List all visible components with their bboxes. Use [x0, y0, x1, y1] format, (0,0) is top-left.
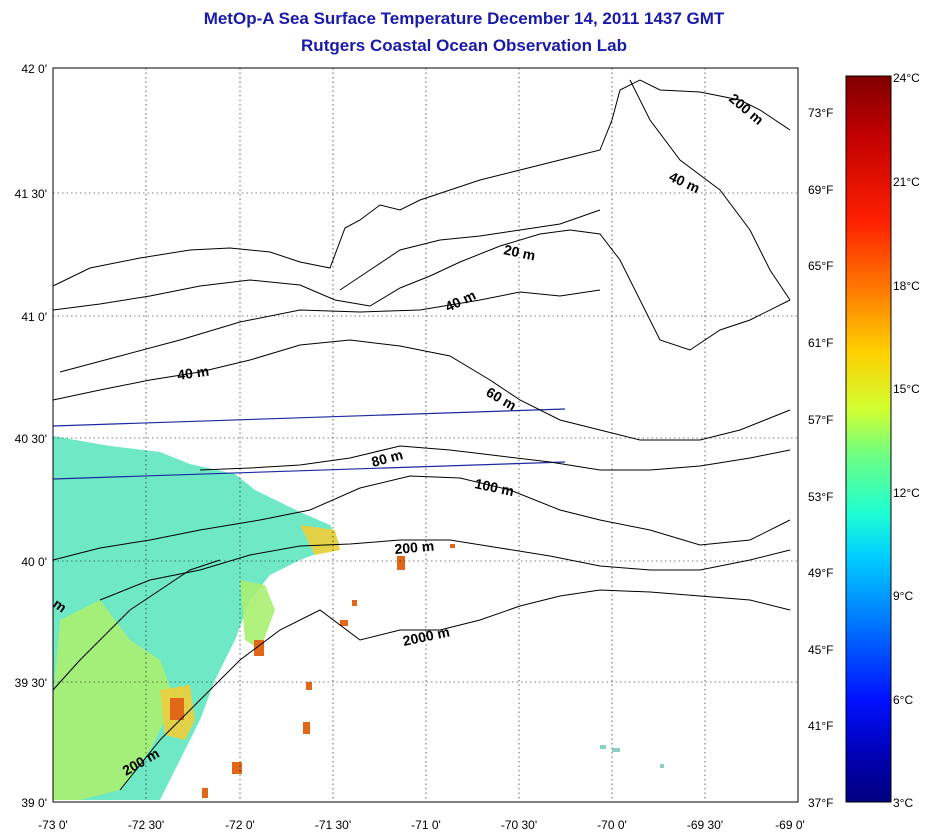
sst-field	[53, 436, 664, 800]
fahrenheit-tick-label: 65°F	[808, 259, 833, 273]
grid-lines	[53, 68, 798, 802]
contour-2000m	[119, 589, 791, 791]
lat-tick-label: 39 30'	[15, 676, 47, 690]
contour-label-20m: 20 m	[502, 241, 537, 263]
lon-tick-label: -70 30'	[501, 818, 537, 832]
coastline-and-contours	[52, 79, 791, 791]
lon-tick-label: -72 0'	[225, 818, 255, 832]
lat-tick-label: 41 30'	[15, 187, 47, 201]
coastline	[52, 79, 791, 287]
contour-label-100m: 100 m	[473, 475, 515, 499]
colorbar	[845, 75, 892, 803]
fahrenheit-tick-label: 37°F	[808, 796, 833, 810]
contour-200m	[99, 539, 791, 601]
lon-tick-label: -69 30'	[687, 818, 723, 832]
fahrenheit-tick-label: 45°F	[808, 643, 833, 657]
longitude-axis: -73 0' -72 30' -72 0' -71 30' -71 0' -70…	[38, 818, 805, 832]
lat-tick-label: 42 0'	[21, 62, 47, 76]
sst-scattered-pixels	[600, 745, 664, 768]
latitude-axis: 42 0' 41 30' 41 0' 40 30' 40 0' 39 30' 3…	[15, 62, 47, 810]
lon-tick-label: -71 0'	[411, 818, 441, 832]
contour-label-80m: 80 m	[370, 446, 405, 470]
fahrenheit-tick-label: 73°F	[808, 106, 833, 120]
contour-label-40m-west: 40 m	[176, 363, 210, 383]
lat-tick-label: 40 30'	[15, 432, 47, 446]
colorbar-tick-label: 15°C	[893, 382, 920, 396]
contour-100m	[52, 475, 791, 561]
colorbar-labels: 24°C 21°C 18°C 15°C 12°C 9°C 6°C 3°C	[893, 71, 920, 810]
sst-hot-patches	[170, 544, 455, 798]
fahrenheit-tick-label: 41°F	[808, 719, 833, 733]
lat-tick-label: 40 0'	[21, 555, 47, 569]
fahrenheit-tick-label: 69°F	[808, 183, 833, 197]
contour-label-60m: 60 m	[484, 384, 520, 414]
lon-tick-label: -69 0'	[775, 818, 805, 832]
contour-label-200m: 200 m	[394, 538, 435, 557]
lon-tick-label: -71 30'	[315, 818, 351, 832]
colorbar-tick-label: 18°C	[893, 279, 920, 293]
colorbar-tick-label: 12°C	[893, 486, 920, 500]
colorbar-tick-label: 9°C	[893, 589, 913, 603]
coastline-south	[52, 229, 791, 351]
lon-tick-label: -72 30'	[128, 818, 164, 832]
fahrenheit-tick-label: 61°F	[808, 336, 833, 350]
contour-deep-south	[52, 559, 221, 691]
contour-60m	[52, 339, 791, 441]
contour-40m-north	[629, 79, 791, 301]
map-frame	[52, 67, 799, 803]
fahrenheit-tick-label: 49°F	[808, 566, 833, 580]
colorbar-tick-label: 24°C	[893, 71, 920, 85]
map-subtitle: Rutgers Coastal Ocean Observation Lab	[301, 36, 627, 55]
map-title: MetOp-A Sea Surface Temperature December…	[203, 9, 725, 28]
fahrenheit-tick-label: 57°F	[808, 413, 833, 427]
contour-80m	[199, 445, 791, 471]
satellite-tracks	[52, 408, 566, 480]
lon-tick-label: -70 0'	[597, 818, 627, 832]
fahrenheit-axis: 73°F 69°F 65°F 61°F 57°F 53°F 49°F 45°F …	[808, 106, 833, 810]
colorbar-tick-label: 3°C	[893, 796, 913, 810]
contour-20m	[339, 209, 601, 291]
sst-mid-region-2	[240, 580, 275, 650]
lat-tick-label: 41 0'	[21, 310, 47, 324]
contour-label-200m-ne: 200 m	[726, 90, 767, 128]
contour-40m	[59, 289, 601, 373]
colorbar-tick-label: 21°C	[893, 175, 920, 189]
lat-tick-label: 39 0'	[21, 796, 47, 810]
lon-tick-label: -73 0'	[38, 818, 68, 832]
colorbar-tick-label: 6°C	[893, 693, 913, 707]
contour-label-40m-mid: 40 m	[443, 287, 479, 315]
sst-mid-region	[53, 600, 175, 800]
fahrenheit-tick-label: 53°F	[808, 490, 833, 504]
